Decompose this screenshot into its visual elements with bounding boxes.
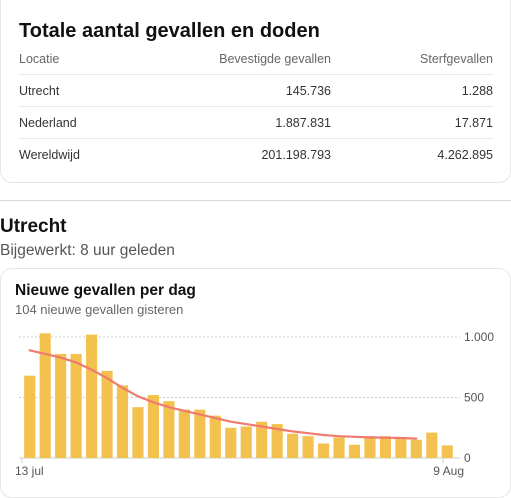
chart-subtitle: 104 nieuwe gevallen gisteren <box>15 302 184 317</box>
summary-card <box>0 0 511 183</box>
location-title: Utrecht <box>0 216 67 237</box>
bar <box>163 401 175 458</box>
bar <box>39 333 51 458</box>
trend-line <box>28 349 418 440</box>
y-tick-label: 500 <box>464 391 484 405</box>
bar <box>256 421 268 458</box>
bar <box>225 427 237 458</box>
bar <box>101 370 113 458</box>
bar <box>86 334 98 458</box>
bar <box>410 439 422 458</box>
bar <box>426 432 438 458</box>
row-location: Utrecht <box>19 84 60 98</box>
bar <box>240 426 252 458</box>
column-header-confirmed: Bevestigde gevallen <box>219 52 331 66</box>
new-cases-chart: 0 500 1.000 13 jul 9 Aug <box>15 330 494 478</box>
bar <box>441 445 453 458</box>
new-cases-card[interactable] <box>0 268 511 498</box>
bar <box>302 436 314 458</box>
y-tick-label: 1.000 <box>464 330 494 344</box>
row-location: Nederland <box>19 116 77 130</box>
table-row: Wereldwijd 201.198.793 4.262.895 <box>19 139 493 171</box>
chart-title: Nieuwe gevallen per dag <box>15 282 196 299</box>
bar <box>24 375 36 458</box>
bar <box>364 436 376 458</box>
column-header-location: Locatie <box>19 52 60 66</box>
bar <box>147 395 160 458</box>
summary-table: Locatie Bevestigde gevallen Sterfgevalle… <box>19 43 493 171</box>
table-header-row: Locatie Bevestigde gevallen Sterfgevalle… <box>19 43 493 75</box>
bar <box>70 353 82 458</box>
bar <box>116 385 129 458</box>
bar <box>209 415 221 458</box>
bar <box>287 433 299 458</box>
table-row: Utrecht 145.736 1.288 <box>19 75 493 107</box>
bar <box>271 424 283 458</box>
bar <box>178 409 190 458</box>
bar <box>132 407 144 458</box>
summary-title: Totale aantal gevallen en doden <box>19 20 320 42</box>
table-row: Nederland 1.887.831 17.871 <box>19 107 493 139</box>
row-deaths: 17.871 <box>454 116 493 130</box>
row-confirmed: 1.887.831 <box>275 116 331 130</box>
bar <box>317 443 330 458</box>
row-deaths: 1.288 <box>461 84 493 98</box>
x-end-label: 9 Aug <box>433 464 464 478</box>
bar <box>333 437 345 458</box>
bar <box>348 444 361 458</box>
y-tick-label: 0 <box>464 451 471 465</box>
row-location: Wereldwijd <box>19 148 80 162</box>
row-deaths: 4.262.895 <box>437 148 493 162</box>
bar <box>194 409 206 458</box>
bar <box>55 353 67 458</box>
bar <box>395 438 407 458</box>
bar <box>379 436 391 458</box>
row-confirmed: 201.198.793 <box>261 148 331 162</box>
row-confirmed: 145.736 <box>285 84 331 98</box>
updated-label: Bijgewerkt: 8 uur geleden <box>0 242 175 259</box>
column-header-deaths: Sterfgevallen <box>420 52 493 66</box>
section-divider <box>0 200 511 201</box>
x-start-label: 13 jul <box>15 464 44 478</box>
